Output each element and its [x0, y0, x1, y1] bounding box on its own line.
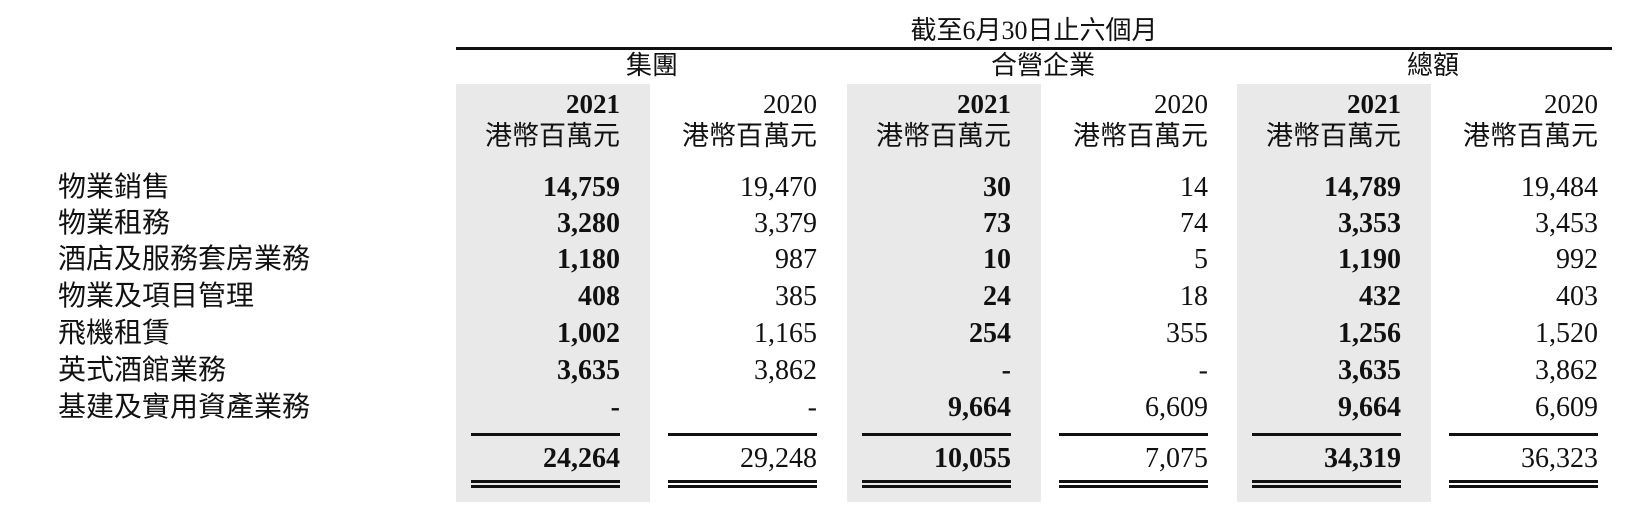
row-label: 英式酒館業務 — [58, 355, 227, 386]
total-cell: 24,264 — [543, 443, 620, 474]
table-cell: - — [1198, 355, 1208, 386]
table-cell: - — [1001, 355, 1011, 386]
table-cell: 1,165 — [754, 318, 817, 349]
table-cell: 992 — [1556, 244, 1598, 275]
table-cell: 3,862 — [754, 355, 817, 386]
total-cell: 10,055 — [934, 443, 1011, 474]
group-header-total: 總額 — [1406, 51, 1459, 80]
table-cell: 1,002 — [557, 318, 620, 349]
table-cell: 30 — [983, 172, 1011, 203]
shade-total-2021 — [1237, 84, 1431, 502]
table-cell: 24 — [983, 281, 1011, 312]
col-unit: 港幣百萬元 — [1073, 121, 1208, 151]
col-year: 2020 — [1544, 89, 1598, 119]
row-label: 酒店及服務套房業務 — [58, 244, 311, 275]
table-cell: 14 — [1180, 172, 1208, 203]
table-cell: 3,635 — [557, 355, 620, 386]
row-label: 物業及項目管理 — [58, 281, 255, 312]
col-unit: 港幣百萬元 — [682, 121, 817, 151]
table-cell: 432 — [1359, 281, 1401, 312]
table-cell: - — [807, 392, 817, 423]
col-year: 2021 — [1347, 89, 1401, 119]
table-cell: 403 — [1556, 281, 1598, 312]
total-double-rule — [1449, 480, 1598, 488]
col-unit: 港幣百萬元 — [1463, 121, 1598, 151]
total-double-rule — [862, 480, 1011, 488]
row-label: 物業銷售 — [58, 172, 171, 203]
shade-group-2021 — [456, 84, 650, 502]
table-cell: 6,609 — [1535, 392, 1598, 423]
total-cell: 7,075 — [1145, 443, 1208, 474]
total-double-rule — [1252, 480, 1401, 488]
col-year: 2021 — [957, 89, 1011, 119]
table-cell: 74 — [1180, 208, 1208, 239]
total-cell: 34,319 — [1324, 443, 1401, 474]
subtotal-rule — [1059, 433, 1208, 436]
table-cell: 3,862 — [1535, 355, 1598, 386]
table-cell: - — [610, 392, 620, 423]
table-cell: 3,635 — [1338, 355, 1401, 386]
col-year: 2021 — [566, 89, 620, 119]
table-cell: 987 — [775, 244, 817, 275]
table-cell: 5 — [1194, 244, 1208, 275]
table-cell: 1,520 — [1535, 318, 1598, 349]
table-cell: 254 — [969, 318, 1011, 349]
subtotal-rule — [668, 433, 817, 436]
col-unit: 港幣百萬元 — [1266, 121, 1401, 151]
group-header-jv: 合營企業 — [990, 51, 1095, 80]
table-cell: 1,180 — [557, 244, 620, 275]
table-cell: 6,609 — [1145, 392, 1208, 423]
total-cell: 36,323 — [1521, 443, 1598, 474]
subtotal-rule — [471, 433, 620, 436]
table-cell: 10 — [983, 244, 1011, 275]
row-label: 飛機租賃 — [58, 318, 171, 349]
row-label: 物業租務 — [58, 208, 171, 239]
table-cell: 14,789 — [1324, 172, 1401, 203]
table-cell: 3,379 — [754, 208, 817, 239]
table-cell: 3,280 — [557, 208, 620, 239]
row-label: 基建及實用資產業務 — [58, 392, 311, 423]
subtotal-rule — [1252, 433, 1401, 436]
table-cell: 19,470 — [740, 172, 817, 203]
subtotal-rule — [1449, 433, 1598, 436]
total-double-rule — [668, 480, 817, 488]
period-rule — [456, 47, 1612, 50]
table-cell: 14,759 — [543, 172, 620, 203]
group-header-group: 集團 — [625, 51, 678, 80]
table-cell: 355 — [1166, 318, 1208, 349]
total-cell: 29,248 — [740, 443, 817, 474]
total-double-rule — [1059, 480, 1208, 488]
col-year: 2020 — [1154, 89, 1208, 119]
col-year: 2020 — [763, 89, 817, 119]
subtotal-rule — [862, 433, 1011, 436]
table-cell: 408 — [578, 281, 620, 312]
table-cell: 9,664 — [948, 392, 1011, 423]
table-cell: 385 — [775, 281, 817, 312]
table-cell: 73 — [983, 208, 1011, 239]
table-cell: 1,190 — [1338, 244, 1401, 275]
table-cell: 19,484 — [1521, 172, 1598, 203]
table-cell: 18 — [1180, 281, 1208, 312]
table-cell: 3,353 — [1338, 208, 1401, 239]
table-cell: 3,453 — [1535, 208, 1598, 239]
table-cell: 1,256 — [1338, 318, 1401, 349]
shade-jv-2021 — [847, 84, 1041, 502]
total-double-rule — [471, 480, 620, 488]
period-header: 截至6月30日止六個月 — [910, 16, 1158, 45]
table-cell: 9,664 — [1338, 392, 1401, 423]
col-unit: 港幣百萬元 — [485, 121, 620, 151]
col-unit: 港幣百萬元 — [876, 121, 1011, 151]
